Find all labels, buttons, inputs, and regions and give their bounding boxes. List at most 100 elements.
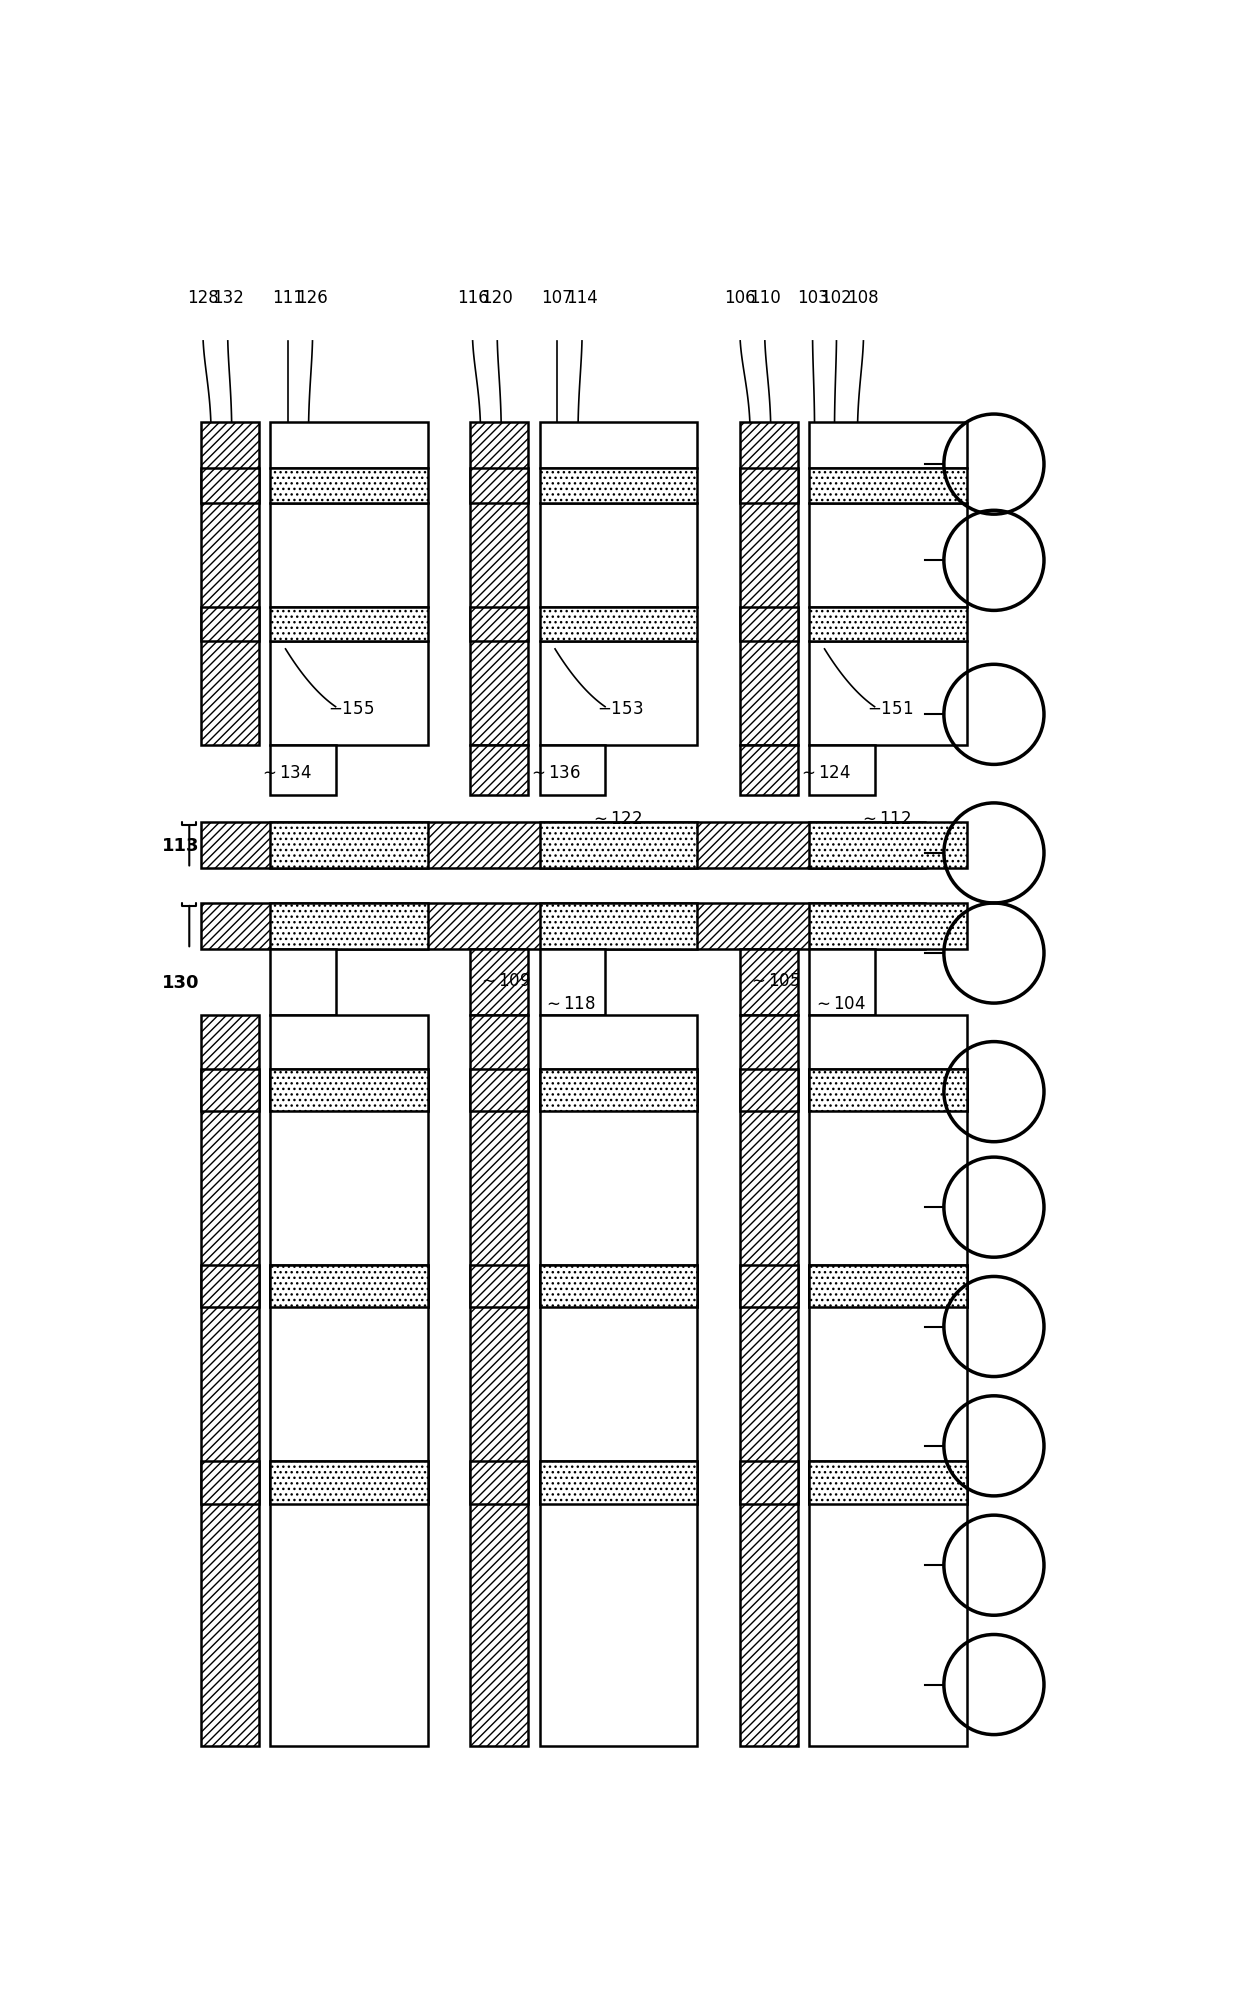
Bar [539,1462,697,1504]
Bar [740,1069,798,1112]
Bar [470,469,528,504]
Bar [270,423,428,469]
Bar [270,1462,428,1746]
Bar [539,824,697,868]
Bar [740,608,798,642]
Bar [539,745,605,796]
Bar [740,745,798,796]
Text: 116: 116 [456,290,488,306]
Bar [809,1462,967,1504]
Bar [201,1069,259,1112]
Bar [809,745,875,796]
Bar [740,423,798,745]
Bar [270,469,428,504]
Bar [809,642,967,745]
Bar [270,504,428,608]
Bar [539,423,697,469]
Bar [809,423,967,469]
Bar [270,1069,428,1307]
Bar [539,1265,697,1307]
Bar [270,1265,428,1504]
Text: 120: 120 [481,290,513,306]
Text: $-$153: $-$153 [598,699,644,717]
Text: 111: 111 [272,290,303,306]
Text: $\sim$105: $\sim$105 [747,971,800,989]
Bar [809,1265,967,1307]
Bar [201,469,259,504]
Text: $-$155: $-$155 [328,699,374,717]
Bar [201,824,925,868]
Bar [809,608,967,642]
Bar [809,1265,967,1504]
Bar [470,951,528,1015]
Text: 110: 110 [750,290,781,306]
Bar [740,1015,798,1746]
Bar [470,745,528,796]
Bar [270,642,428,745]
Bar [539,642,697,745]
Bar [470,423,528,745]
Bar [270,904,428,951]
Text: 126: 126 [297,290,328,306]
Bar [740,951,798,1015]
Bar [809,1462,967,1746]
Text: 106: 106 [725,290,756,306]
Bar [270,951,336,1015]
Bar [539,1069,697,1112]
Bar [201,1015,259,1746]
Bar [201,904,925,951]
Bar [201,423,259,745]
Bar [201,1462,259,1504]
Bar [270,1069,428,1112]
Text: $\sim$122: $\sim$122 [589,810,643,828]
Bar [201,608,259,642]
Bar [539,504,697,608]
Text: $-$151: $-$151 [866,699,914,717]
Bar [809,1069,967,1307]
Text: $\sim$124: $\sim$124 [798,763,850,781]
Bar [539,1462,697,1746]
Bar [270,1015,428,1112]
Text: 108: 108 [848,290,879,306]
Bar [539,1015,697,1112]
Bar [809,1069,967,1112]
Bar [740,1462,798,1504]
Text: 107: 107 [542,290,573,306]
Text: 113: 113 [163,838,200,854]
Text: $\sim$136: $\sim$136 [528,763,580,781]
Bar [740,1265,798,1307]
Text: $\sim$134: $\sim$134 [259,763,312,781]
Bar [809,1015,967,1112]
Text: $\sim$104: $\sim$104 [813,995,866,1013]
Bar [539,1069,697,1307]
Text: 102: 102 [820,290,853,306]
Bar [201,1265,259,1307]
Text: 132: 132 [211,290,244,306]
Bar [539,469,697,504]
Bar [270,608,428,642]
Bar [809,504,967,608]
Bar [270,824,428,868]
Text: 114: 114 [566,290,598,306]
Bar [470,1462,528,1504]
Bar [740,469,798,504]
Bar [270,745,336,796]
Bar [470,1015,528,1746]
Bar [270,1462,428,1504]
Text: $\sim$118: $\sim$118 [543,995,597,1013]
Bar [270,1265,428,1307]
Bar [470,1069,528,1112]
Bar [809,951,875,1015]
Bar [539,608,697,642]
Text: 103: 103 [797,290,829,306]
Bar [809,904,967,951]
Bar [470,1265,528,1307]
Bar [539,904,697,951]
Bar [539,1265,697,1504]
Bar [809,469,967,504]
Bar [470,608,528,642]
Text: $\sim$109: $\sim$109 [479,971,531,989]
Bar [539,951,605,1015]
Text: $\sim$112: $\sim$112 [859,810,912,828]
Bar [809,824,967,868]
